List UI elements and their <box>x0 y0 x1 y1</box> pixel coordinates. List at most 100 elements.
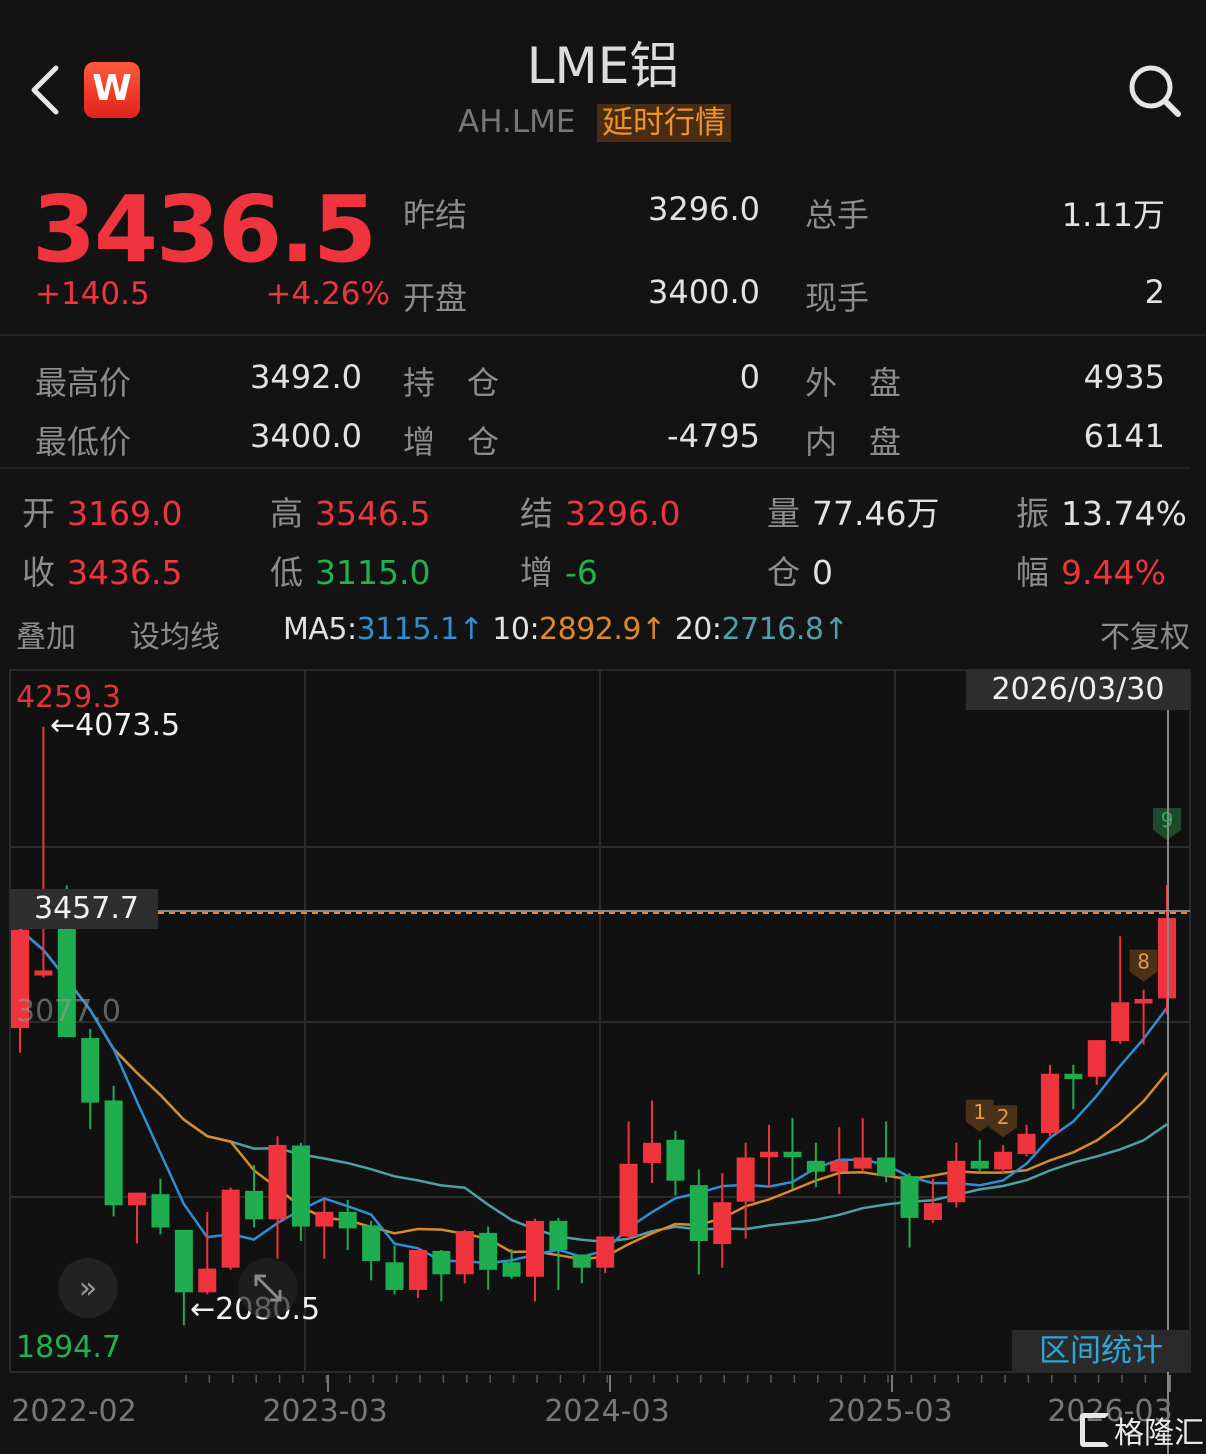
range-stats-button[interactable]: 区间统计 <box>1012 1330 1190 1372</box>
candle-info-label: 幅 <box>1016 553 1049 592</box>
set-ma-button[interactable]: 设均线 <box>130 620 220 655</box>
candle <box>408 1249 427 1299</box>
candle-body <box>689 1185 708 1241</box>
candle-body <box>385 1262 404 1290</box>
candle-info-label: 振 <box>1016 494 1049 533</box>
candle-info-item: 收 3436.5 <box>22 546 182 594</box>
ma10-value: 2892.9↑ <box>539 612 666 647</box>
candle-info-value: 13.74% <box>1061 494 1187 533</box>
candle-body <box>900 1176 919 1218</box>
candle <box>174 1229 193 1326</box>
candle <box>1134 989 1153 1045</box>
signal-badge-shape <box>989 1105 1018 1138</box>
candle <box>221 1187 240 1270</box>
candle <box>104 1086 123 1217</box>
candle-body <box>291 1145 310 1227</box>
candle-info-item: 开 3169.0 <box>22 487 182 535</box>
ma5-label: MA5: <box>283 612 357 647</box>
candle-body <box>455 1231 474 1275</box>
stat-label: 昨结 <box>403 196 468 234</box>
stat-value: 3492.0 <box>250 358 362 396</box>
candle-body <box>666 1139 685 1181</box>
stat-value: 3400.0 <box>250 417 362 455</box>
signal-badge-text: 1 <box>973 1100 986 1124</box>
candle-info-label: 高 <box>270 494 303 533</box>
expand-icon <box>254 1274 282 1302</box>
stat-value: 6141 <box>1083 417 1165 455</box>
candle-body <box>877 1157 896 1177</box>
candle-body <box>198 1268 217 1293</box>
signal-badge-text: 8 <box>1137 950 1150 974</box>
candle-info-value: 3436.5 <box>67 553 183 592</box>
candle <box>1017 1124 1036 1157</box>
candle <box>362 1220 381 1281</box>
candle <box>151 1178 170 1235</box>
mid-price-label: 3077.0 <box>16 994 121 1029</box>
candle-info-item: 低 3115.0 <box>270 546 430 594</box>
crosshair-date-label: 2026/03/30 <box>966 670 1190 710</box>
candle-body <box>174 1229 193 1293</box>
candle <box>1064 1064 1083 1110</box>
candle-info-label: 开 <box>22 494 55 533</box>
candle-body <box>57 917 76 1038</box>
candle-body <box>994 1151 1013 1170</box>
candle <box>198 1211 217 1295</box>
candle <box>689 1169 708 1275</box>
candle <box>783 1118 802 1190</box>
candle <box>315 1198 334 1259</box>
app-logo[interactable]: W <box>84 62 140 118</box>
candle-body <box>619 1163 638 1237</box>
candle-info-label: 低 <box>270 553 303 592</box>
candle-info-value: 3546.5 <box>315 494 431 533</box>
candle-body <box>221 1189 240 1268</box>
stat-label: 最低价 <box>35 423 132 461</box>
candle <box>81 1029 100 1130</box>
candle-info-item: 高 3546.5 <box>270 487 430 535</box>
candle-body <box>643 1142 662 1163</box>
page-title: LME铝 <box>526 37 680 95</box>
high-marker-value: 4073.5 <box>75 708 181 743</box>
adjust-button[interactable]: 不复权 <box>1100 620 1190 655</box>
candle-body <box>1134 998 1153 1004</box>
stat-label: 持 仓 <box>403 364 500 402</box>
candle-info-label: 增 <box>520 553 553 592</box>
candle <box>268 1136 287 1259</box>
candle-body <box>151 1194 170 1228</box>
candle <box>830 1127 849 1195</box>
candle-body <box>783 1151 802 1158</box>
signal-badge-shape <box>1129 949 1158 982</box>
stat-value: -4795 <box>667 417 760 455</box>
candle-body <box>245 1190 264 1220</box>
scroll-to-latest-button[interactable]: » <box>58 1258 118 1318</box>
overlay-button[interactable]: 叠加 <box>16 620 76 655</box>
candle-info-value: 0 <box>812 553 833 592</box>
watermark: 格隆汇 <box>1080 1408 1204 1452</box>
candle <box>923 1178 942 1223</box>
ma5-line <box>19 928 1168 1265</box>
candle-body <box>806 1160 825 1172</box>
search-button[interactable] <box>1126 62 1184 120</box>
candle-info-item: 增 -6 <box>520 546 598 594</box>
double-chevron-right-icon: » <box>78 1270 98 1306</box>
candle-body <box>128 1192 147 1206</box>
candle-info-item: 结 3296.0 <box>520 487 680 535</box>
candle <box>736 1142 755 1239</box>
candle-info-value: -6 <box>565 553 598 592</box>
signal-badge: 1 <box>965 1099 994 1132</box>
candle-body <box>362 1225 381 1262</box>
price-change-pct: +4.26% <box>265 276 390 312</box>
candle-body <box>853 1157 872 1169</box>
candle <box>806 1142 825 1188</box>
stat-label: 现手 <box>805 279 870 317</box>
candle-info-item: 量 77.46万 <box>767 487 939 535</box>
candle-body <box>104 1100 123 1206</box>
candle-info-item: 幅 9.44% <box>1016 546 1166 594</box>
crosshair-price-label: 3457.7 <box>10 889 158 929</box>
back-button[interactable] <box>26 62 66 118</box>
candle-body <box>408 1249 427 1290</box>
price-change: +140.5 <box>35 276 150 312</box>
delay-badge: 延时行情 <box>597 104 731 142</box>
fullscreen-button[interactable] <box>238 1258 298 1318</box>
candle <box>900 1173 919 1248</box>
